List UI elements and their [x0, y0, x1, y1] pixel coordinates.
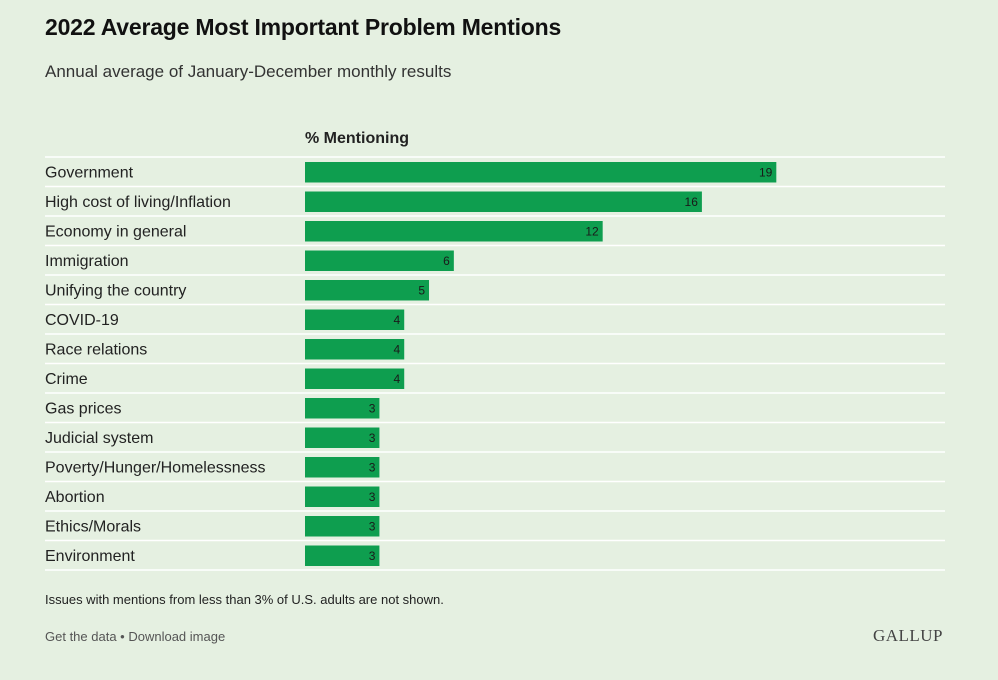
value-label: 3 [369, 431, 376, 445]
bar [305, 339, 405, 360]
bar-chart: Government 19 High cost of living/Inflatio… [45, 156, 945, 571]
link-separator: • [116, 629, 129, 644]
gallup-logo: GALLUP [872, 626, 943, 645]
category-label: Crime [45, 371, 88, 388]
value-label: 3 [369, 549, 376, 563]
footer-links: Get the data • Download image [45, 629, 225, 644]
value-label: 4 [394, 313, 401, 327]
bar [305, 457, 380, 478]
value-label: 19 [759, 165, 773, 179]
value-label: 4 [394, 372, 401, 386]
bar [305, 162, 777, 183]
chart-subtitle: Annual average of January-December month… [45, 62, 452, 81]
category-label: Unifying the country [45, 282, 186, 299]
category-label: Immigration [45, 253, 129, 270]
value-label: 3 [369, 460, 376, 474]
value-label: 12 [585, 224, 599, 238]
category-label: Poverty/Hunger/Homelessness [45, 459, 266, 476]
bar [305, 486, 380, 507]
bar [305, 398, 380, 419]
footnote: Issues with mentions from less than 3% o… [45, 592, 444, 607]
value-label: 3 [369, 519, 376, 533]
value-column-header: % Mentioning [305, 130, 409, 147]
category-label: Gas prices [45, 400, 121, 417]
category-label: Abortion [45, 489, 105, 506]
chart-title: 2022 Average Most Important Problem Ment… [45, 14, 562, 40]
category-label: Race relations [45, 341, 147, 358]
bar [305, 280, 430, 301]
bar [305, 309, 405, 330]
value-label: 16 [685, 195, 699, 209]
bar [305, 427, 380, 448]
bar [305, 545, 380, 566]
category-label: Judicial system [45, 430, 153, 447]
value-label: 6 [443, 254, 450, 268]
category-label: High cost of living/Inflation [45, 194, 231, 211]
category-label: Government [45, 164, 134, 181]
value-label: 4 [394, 342, 401, 356]
download-image-link[interactable]: Download image [128, 629, 226, 644]
value-label: 3 [369, 401, 376, 415]
value-label: 5 [418, 283, 425, 297]
value-label: 3 [369, 490, 376, 504]
bar [305, 250, 454, 271]
category-label: Economy in general [45, 223, 186, 240]
category-label: Ethics/Morals [45, 518, 141, 535]
bar [305, 368, 405, 389]
bar [305, 221, 603, 242]
get-data-link[interactable]: Get the data [45, 629, 117, 644]
bar [305, 191, 702, 212]
category-label: COVID-19 [45, 312, 119, 329]
bar [305, 516, 380, 537]
category-label: Environment [45, 548, 135, 565]
